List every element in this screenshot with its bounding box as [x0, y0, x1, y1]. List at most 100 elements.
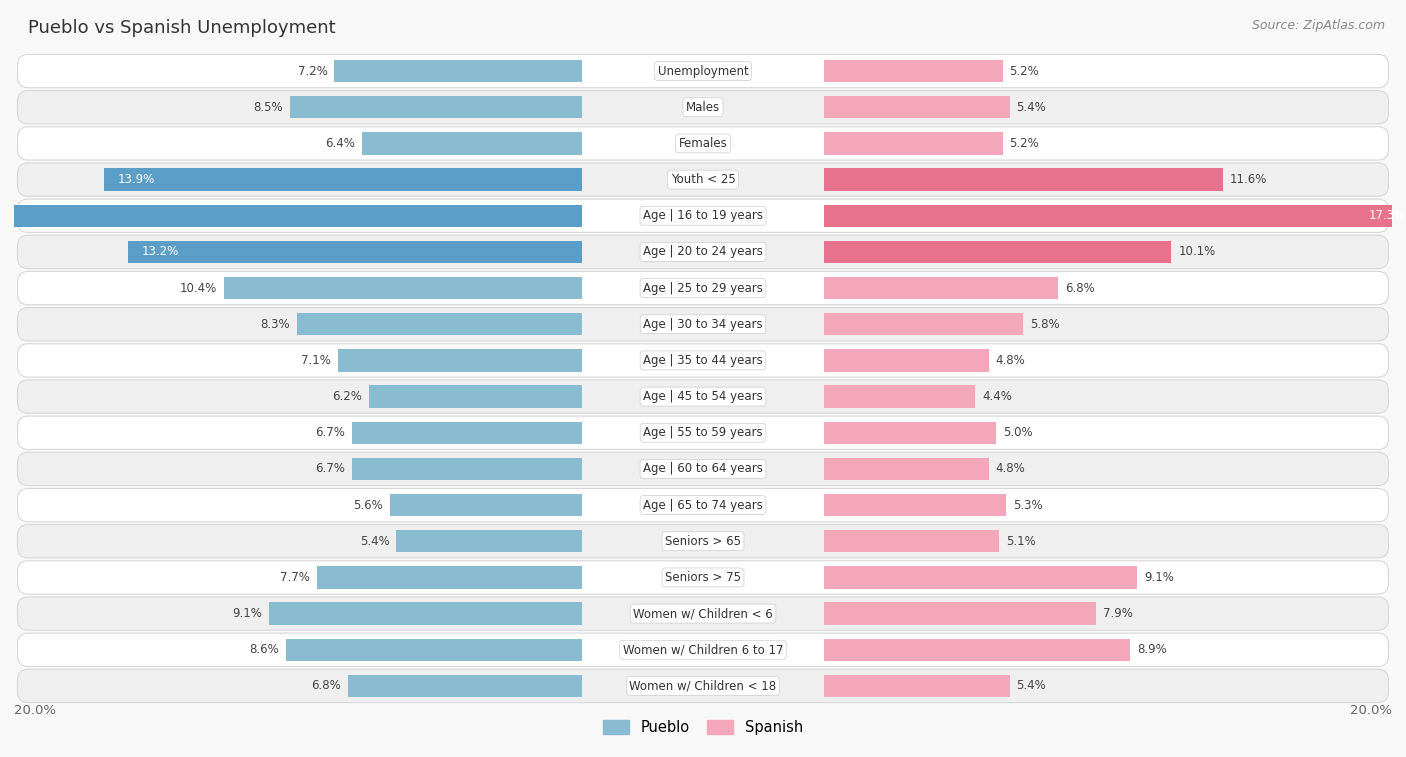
Text: 5.3%: 5.3%: [1012, 499, 1043, 512]
FancyBboxPatch shape: [17, 126, 1389, 160]
Text: 20.0%: 20.0%: [14, 704, 56, 717]
Text: 9.1%: 9.1%: [1144, 571, 1174, 584]
Text: Youth < 25: Youth < 25: [671, 173, 735, 186]
Text: 7.2%: 7.2%: [298, 64, 328, 77]
Bar: [335, 60, 582, 83]
Text: 10.1%: 10.1%: [1178, 245, 1216, 258]
Text: Seniors > 75: Seniors > 75: [665, 571, 741, 584]
Bar: [824, 422, 995, 444]
Bar: [824, 639, 1130, 661]
Text: 5.6%: 5.6%: [353, 499, 382, 512]
Text: 4.8%: 4.8%: [995, 354, 1025, 367]
Bar: [824, 132, 1002, 154]
Text: 4.8%: 4.8%: [995, 463, 1025, 475]
Bar: [128, 241, 582, 263]
Text: 6.8%: 6.8%: [312, 680, 342, 693]
Bar: [318, 566, 582, 589]
Bar: [361, 132, 582, 154]
Bar: [824, 241, 1171, 263]
Bar: [824, 168, 1223, 191]
Text: Unemployment: Unemployment: [658, 64, 748, 77]
Bar: [349, 674, 582, 697]
Text: 17.3%: 17.3%: [1368, 209, 1406, 223]
Bar: [824, 385, 976, 408]
Text: Age | 25 to 29 years: Age | 25 to 29 years: [643, 282, 763, 294]
Text: 8.5%: 8.5%: [253, 101, 283, 114]
FancyBboxPatch shape: [17, 344, 1389, 377]
Text: 5.2%: 5.2%: [1010, 64, 1039, 77]
Text: Age | 60 to 64 years: Age | 60 to 64 years: [643, 463, 763, 475]
Bar: [824, 60, 1002, 83]
FancyBboxPatch shape: [17, 561, 1389, 594]
FancyBboxPatch shape: [17, 669, 1389, 702]
Text: 4.4%: 4.4%: [981, 390, 1012, 403]
FancyBboxPatch shape: [17, 633, 1389, 666]
Text: 6.7%: 6.7%: [315, 463, 344, 475]
FancyBboxPatch shape: [17, 91, 1389, 124]
Text: 6.4%: 6.4%: [325, 137, 356, 150]
Text: 7.1%: 7.1%: [301, 354, 330, 367]
Text: 6.8%: 6.8%: [1064, 282, 1094, 294]
FancyBboxPatch shape: [17, 380, 1389, 413]
FancyBboxPatch shape: [17, 272, 1389, 305]
Text: 5.4%: 5.4%: [1017, 680, 1046, 693]
Bar: [824, 494, 1007, 516]
FancyBboxPatch shape: [17, 597, 1389, 631]
Bar: [396, 530, 582, 553]
Text: 5.0%: 5.0%: [1002, 426, 1032, 439]
Text: Age | 45 to 54 years: Age | 45 to 54 years: [643, 390, 763, 403]
FancyBboxPatch shape: [17, 163, 1389, 196]
FancyBboxPatch shape: [17, 307, 1389, 341]
FancyBboxPatch shape: [17, 199, 1389, 232]
Text: 7.9%: 7.9%: [1102, 607, 1132, 620]
Bar: [352, 458, 582, 480]
Text: Age | 20 to 24 years: Age | 20 to 24 years: [643, 245, 763, 258]
FancyBboxPatch shape: [17, 452, 1389, 485]
Text: 5.8%: 5.8%: [1031, 318, 1060, 331]
Bar: [104, 168, 582, 191]
Bar: [287, 639, 582, 661]
Text: 5.4%: 5.4%: [1017, 101, 1046, 114]
Bar: [824, 349, 988, 372]
Text: Age | 55 to 59 years: Age | 55 to 59 years: [643, 426, 763, 439]
Text: 5.4%: 5.4%: [360, 534, 389, 548]
Text: 8.3%: 8.3%: [260, 318, 290, 331]
Text: 6.7%: 6.7%: [315, 426, 344, 439]
FancyBboxPatch shape: [17, 525, 1389, 558]
Text: 5.2%: 5.2%: [1010, 137, 1039, 150]
Bar: [337, 349, 582, 372]
Bar: [389, 494, 582, 516]
Text: Age | 65 to 74 years: Age | 65 to 74 years: [643, 499, 763, 512]
Text: Pueblo vs Spanish Unemployment: Pueblo vs Spanish Unemployment: [28, 19, 336, 37]
Text: Source: ZipAtlas.com: Source: ZipAtlas.com: [1251, 19, 1385, 32]
Bar: [824, 96, 1010, 118]
Text: 8.6%: 8.6%: [249, 643, 280, 656]
FancyBboxPatch shape: [17, 55, 1389, 88]
Bar: [824, 674, 1010, 697]
Text: 7.7%: 7.7%: [280, 571, 311, 584]
Legend: Pueblo, Spanish: Pueblo, Spanish: [595, 712, 811, 743]
Text: 20.0%: 20.0%: [1350, 704, 1392, 717]
Bar: [368, 385, 582, 408]
Bar: [352, 422, 582, 444]
FancyBboxPatch shape: [17, 488, 1389, 522]
FancyBboxPatch shape: [17, 235, 1389, 269]
Bar: [824, 277, 1057, 299]
FancyBboxPatch shape: [17, 416, 1389, 450]
Text: 10.4%: 10.4%: [180, 282, 218, 294]
Text: Age | 30 to 34 years: Age | 30 to 34 years: [643, 318, 763, 331]
Text: 13.9%: 13.9%: [117, 173, 155, 186]
Text: 13.2%: 13.2%: [142, 245, 179, 258]
Text: Age | 16 to 19 years: Age | 16 to 19 years: [643, 209, 763, 223]
Bar: [297, 313, 582, 335]
Text: Women w/ Children < 18: Women w/ Children < 18: [630, 680, 776, 693]
Text: 11.6%: 11.6%: [1230, 173, 1267, 186]
Bar: [824, 603, 1095, 625]
Bar: [824, 566, 1137, 589]
Text: Women w/ Children < 6: Women w/ Children < 6: [633, 607, 773, 620]
Text: Females: Females: [679, 137, 727, 150]
Bar: [824, 530, 1000, 553]
Text: 6.2%: 6.2%: [332, 390, 361, 403]
Bar: [824, 458, 988, 480]
Text: 8.9%: 8.9%: [1137, 643, 1167, 656]
